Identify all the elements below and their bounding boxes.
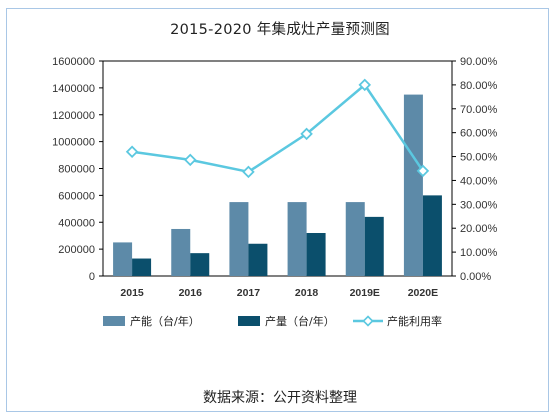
right-axis-tick-label: 10.00% (460, 247, 498, 259)
legend-swatch-output (238, 316, 260, 326)
left-axis-tick-label: 400000 (58, 217, 95, 229)
chart-title: 2015-2020 年集成灶产量预测图 (170, 22, 390, 38)
right-axis-tick-label: 0.00% (460, 271, 491, 283)
right-axis-tick-label: 80.00% (460, 80, 498, 92)
left-axis-tick-label: 1000000 (52, 137, 95, 149)
left-axis-tick-label: 800000 (58, 164, 95, 176)
bar-capacity (403, 94, 423, 276)
right-axis-tick-label: 60.00% (460, 128, 498, 140)
utilization-point (242, 165, 255, 179)
plot-area-border (102, 60, 453, 277)
right-axis-tick-label: 20.00% (460, 223, 498, 235)
right-axis-tick-label: 50.00% (460, 152, 498, 164)
x-axis-tick-label: 2019E (350, 287, 380, 299)
right-axis-tick-label: 90.00% (460, 56, 498, 68)
chart-frame (6, 8, 549, 412)
left-axis-tick-label: 1200000 (52, 110, 95, 122)
x-axis-tick-label: 2020E (408, 287, 438, 299)
right-axis-tick-label: 30.00% (460, 199, 498, 211)
utilization-point (183, 153, 197, 167)
legend-label-utilization: 产能利用率 (387, 314, 442, 328)
x-axis-tick-label: 2017 (237, 287, 261, 299)
x-axis-tick-label: 2015 (120, 287, 144, 299)
left-axis-tick-label: 1600000 (52, 56, 95, 68)
utilization-point (358, 78, 372, 92)
utilization-point (416, 164, 430, 178)
x-axis-tick-label: 2016 (179, 287, 203, 299)
legend-swatch-capacity (103, 316, 125, 326)
bar-capacity (345, 202, 365, 276)
left-axis-tick-label: 200000 (58, 244, 95, 256)
legend-marker-utilization (362, 315, 374, 327)
x-axis-tick-label: 2018 (295, 287, 319, 299)
left-axis-tick-label: 1400000 (52, 83, 95, 95)
bar-output (364, 216, 384, 276)
bar-output (248, 243, 268, 276)
bar-output (132, 258, 152, 276)
bar-capacity (229, 202, 249, 276)
legend-label-output: 产量（台/年） (265, 314, 335, 328)
right-axis-tick-label: 40.00% (460, 175, 498, 187)
bar-output (422, 195, 442, 276)
left-axis-tick-label: 600000 (58, 190, 95, 202)
utilization-point (125, 145, 139, 159)
bar-capacity (171, 228, 191, 276)
bar-output (306, 233, 326, 276)
bar-output (190, 253, 210, 276)
bar-capacity (287, 202, 307, 276)
source-note: 数据来源：公开资料整理 (203, 390, 357, 406)
utilization-point (300, 127, 313, 141)
left-axis-tick-label: 0 (89, 271, 95, 283)
right-axis-tick-label: 70.00% (460, 104, 498, 116)
bar-capacity (113, 242, 133, 276)
utilization-line (131, 83, 424, 174)
legend-label-capacity: 产能（台/年） (130, 314, 200, 328)
